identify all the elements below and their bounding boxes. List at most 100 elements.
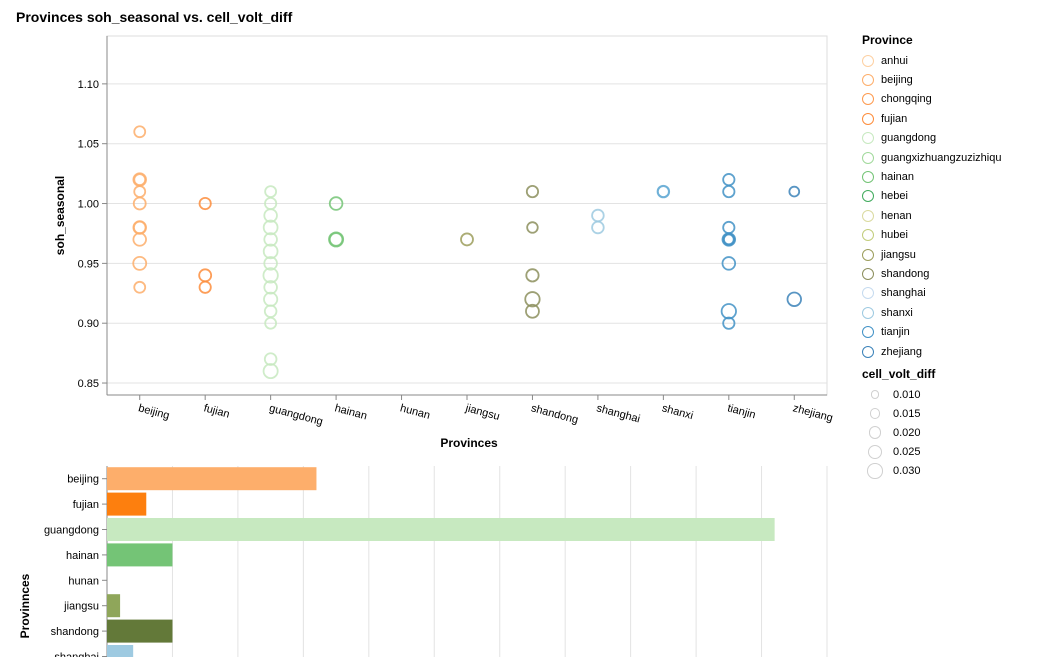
legend-item: guangxizhuangzuzizhiqu bbox=[862, 148, 1001, 167]
bar bbox=[107, 492, 147, 516]
legend-symbol bbox=[862, 190, 874, 203]
bar bbox=[107, 467, 317, 491]
scatter-point bbox=[591, 220, 605, 235]
bar-category-label: hunan bbox=[68, 575, 99, 587]
legend-symbol bbox=[862, 267, 874, 280]
legend-size-label: 0.025 bbox=[893, 445, 921, 458]
scatter-point bbox=[262, 363, 279, 380]
legend-item: anhui bbox=[862, 51, 1001, 70]
y-tick-label: 1.05 bbox=[78, 139, 99, 151]
legend-symbol bbox=[862, 132, 874, 145]
scatter-point bbox=[525, 185, 540, 199]
legend-symbol bbox=[862, 345, 874, 358]
legend-symbol bbox=[862, 229, 874, 242]
bar bbox=[107, 594, 121, 618]
scatter-point bbox=[262, 267, 279, 284]
scatter-point bbox=[132, 232, 147, 247]
chart-title: Provinces soh_seasonal vs. cell_volt_dif… bbox=[16, 9, 293, 25]
bar bbox=[107, 518, 775, 541]
scatter-point bbox=[328, 196, 344, 211]
bar bbox=[107, 619, 173, 643]
y-tick-label: 1.00 bbox=[78, 199, 99, 211]
bar-chart: beijing fujian guangdong hainan hunan jiangsu… bbox=[18, 466, 828, 657]
legend-color-items: anhui beijing chongqing fujian guangdong guan… bbox=[862, 51, 1001, 361]
legend-size-label: 0.020 bbox=[893, 426, 921, 439]
bar bbox=[107, 645, 134, 657]
x-axis-label: Provinces bbox=[440, 436, 498, 450]
legend-size-symbol bbox=[868, 426, 882, 440]
scatter-point bbox=[525, 303, 540, 319]
legend-size-item: 0.015 bbox=[862, 404, 1001, 423]
scatter-point bbox=[786, 291, 802, 307]
y-tick-label: 0.85 bbox=[78, 378, 99, 390]
legend-label: hubei bbox=[881, 229, 908, 242]
legend-symbol bbox=[862, 209, 874, 222]
legend-label: anhui bbox=[881, 54, 908, 67]
scatter-point bbox=[132, 196, 147, 211]
legend-size-item: 0.030 bbox=[862, 461, 1001, 480]
scatter-point bbox=[525, 268, 540, 283]
legend-item: tianjin bbox=[862, 322, 1001, 341]
bar-category-label: beijing bbox=[67, 474, 99, 486]
legend-label: guangdong bbox=[881, 132, 937, 145]
scatter-point bbox=[198, 196, 212, 211]
scatter-point bbox=[788, 185, 801, 198]
legend-symbol bbox=[862, 151, 874, 164]
bar-category-label: shandong bbox=[51, 626, 99, 638]
legend-size-symbol bbox=[867, 463, 883, 479]
legend-item: zhejiang bbox=[862, 342, 1001, 361]
legend-label: guangxizhuangzuzizhiqu bbox=[881, 151, 1002, 164]
legend-label: henan bbox=[881, 209, 912, 222]
legend-label: shanghai bbox=[881, 287, 926, 300]
legend-size-items: 0.010 0.015 0.020 0.025 0.030 bbox=[862, 385, 1001, 480]
legend-symbol bbox=[862, 287, 874, 300]
legend-color-title: Province bbox=[862, 33, 913, 47]
scatter-point bbox=[722, 316, 736, 330]
scatter-point bbox=[263, 256, 278, 271]
scatter-point bbox=[263, 208, 278, 223]
scatter-point bbox=[262, 243, 279, 260]
scatter-point bbox=[526, 221, 539, 234]
legend-item: guangdong bbox=[862, 129, 1001, 148]
scatter-point bbox=[263, 352, 278, 366]
scatter-point bbox=[133, 125, 147, 139]
y-axis-label: soh_seasonal bbox=[53, 176, 67, 255]
bar-category-label: shanghai bbox=[54, 652, 99, 657]
legend-item: fujian bbox=[862, 109, 1001, 128]
legend-size-label: 0.015 bbox=[893, 407, 921, 420]
legend-item: hainan bbox=[862, 167, 1001, 186]
legend: Province anhui beijing chongqing fujian guan… bbox=[862, 33, 1001, 481]
scatter-point bbox=[198, 280, 212, 294]
scatter-point bbox=[133, 173, 147, 186]
legend-size-label: 0.030 bbox=[893, 464, 921, 477]
legend-item: jiangsu bbox=[862, 245, 1001, 264]
scatter-point bbox=[263, 280, 278, 295]
y-tick-label: 1.10 bbox=[78, 79, 99, 91]
legend-size-label: 0.010 bbox=[893, 388, 921, 401]
bar bbox=[107, 543, 173, 567]
legend-label: beijing bbox=[881, 74, 913, 87]
legend-label: jiangsu bbox=[881, 248, 916, 261]
legend-size-symbol bbox=[869, 408, 881, 420]
legend-item: hebei bbox=[862, 187, 1001, 206]
legend-symbol bbox=[862, 93, 874, 106]
bar-category-label: jiangsu bbox=[63, 601, 99, 613]
y-tick-label: 0.90 bbox=[78, 318, 99, 330]
scatter-point bbox=[656, 185, 670, 198]
legend-item: beijing bbox=[862, 70, 1001, 89]
legend-item: shanxi bbox=[862, 303, 1001, 322]
legend-size-item: 0.020 bbox=[862, 423, 1001, 442]
scatter-point bbox=[460, 232, 474, 247]
legend-label: tianjin bbox=[881, 326, 910, 339]
legend-size-item: 0.010 bbox=[862, 385, 1001, 404]
bar-category-label: hainan bbox=[66, 550, 99, 562]
legend-label: shanxi bbox=[881, 306, 913, 319]
legend-symbol bbox=[862, 171, 874, 184]
scatter-point bbox=[328, 232, 344, 247]
legend-label: zhejiang bbox=[881, 345, 922, 358]
scatter-point bbox=[722, 185, 736, 199]
legend-label: hebei bbox=[881, 190, 908, 203]
bar-y-axis-label: Provinnces bbox=[18, 573, 32, 638]
legend-label: shandong bbox=[881, 267, 930, 280]
